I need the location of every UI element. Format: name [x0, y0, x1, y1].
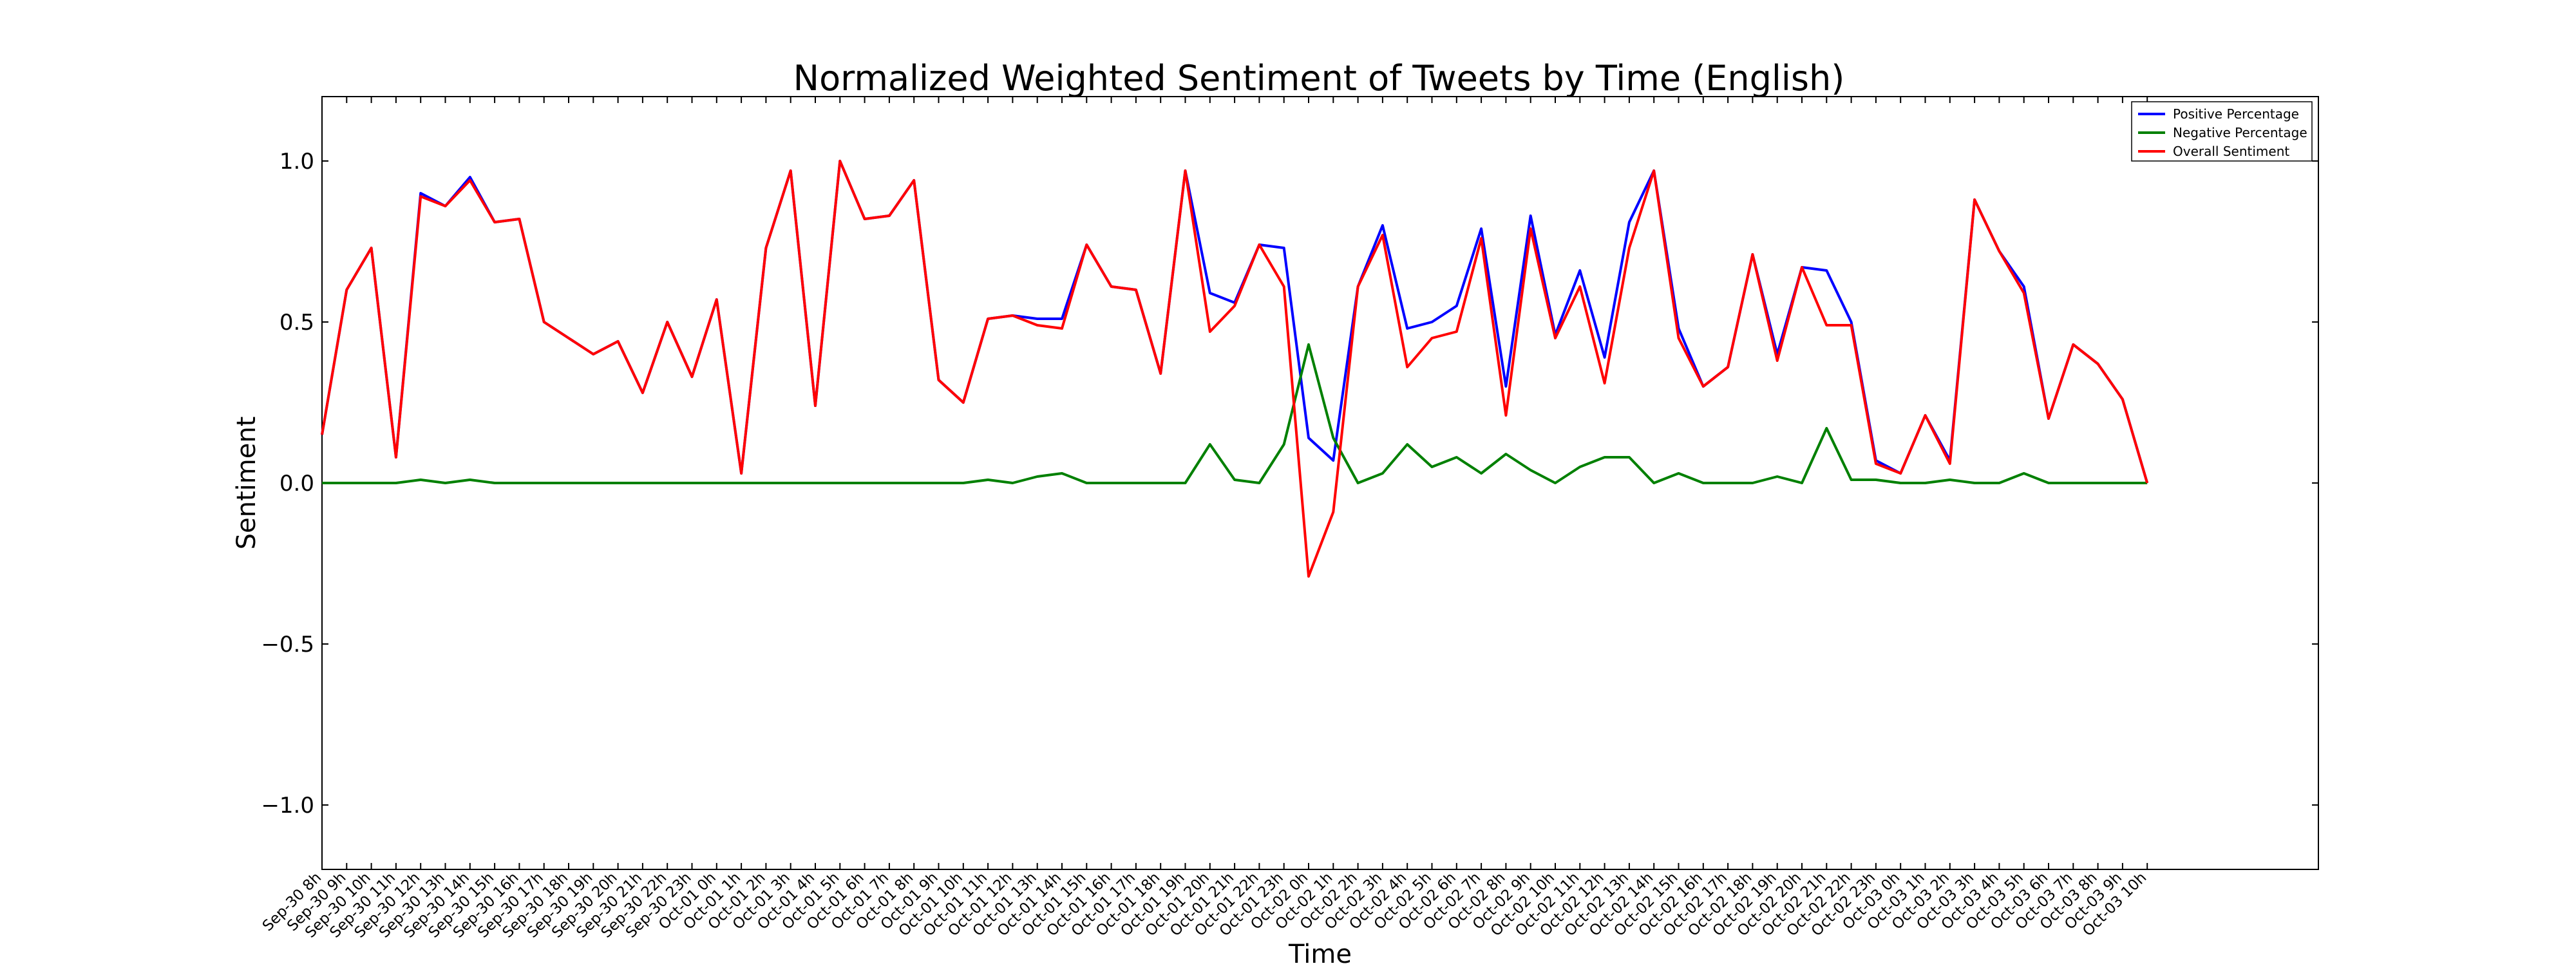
y-tick-label: 1.0	[279, 149, 314, 175]
series-line-negative-percentage	[322, 343, 2148, 484]
y-axis: −1.0 −0.5 0.0 0.5 1.0	[261, 149, 2318, 819]
series-line-overall-sentiment	[321, 160, 2149, 578]
chart-title: Normalized Weighted Sentiment of Tweets …	[793, 58, 1845, 99]
y-tick-label: −0.5	[261, 632, 314, 658]
y-tick-label: 0.5	[279, 310, 314, 336]
legend-label-negative-percentage: Negative Percentage	[2173, 125, 2307, 140]
x-axis-label: Time	[1288, 940, 1352, 966]
y-axis-label: Sentiment	[232, 417, 261, 550]
series-lines	[321, 160, 2149, 578]
legend: Positive Percentage Negative Percentage Ov…	[2131, 101, 2313, 162]
y-tick-label: 0.0	[279, 471, 314, 497]
y-tick-label: −1.0	[261, 793, 314, 819]
legend-label-overall-sentiment: Overall Sentiment	[2173, 144, 2289, 159]
legend-label-positive-percentage: Positive Percentage	[2173, 106, 2299, 122]
